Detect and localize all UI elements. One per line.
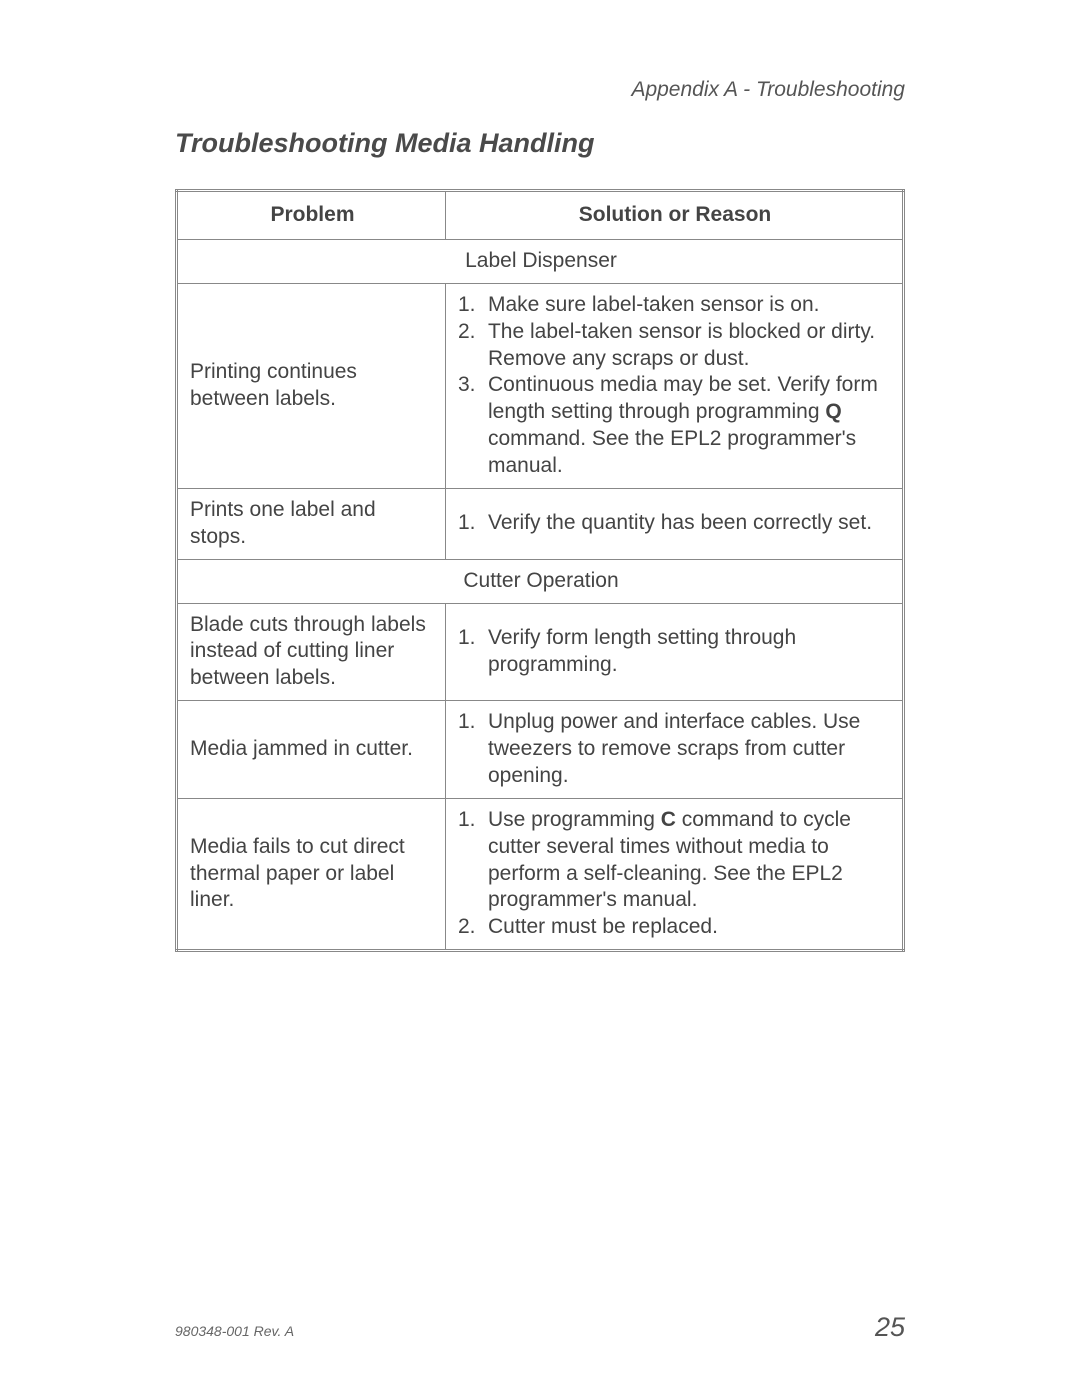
solution-item: Verify form length setting through progr… bbox=[458, 625, 892, 679]
command-c: C bbox=[661, 808, 676, 831]
section-row-cutter-operation: Cutter Operation bbox=[177, 559, 904, 603]
troubleshooting-table: Problem Solution or Reason Label Dispens… bbox=[175, 189, 905, 952]
table-row: Prints one label and stops. Verify the q… bbox=[177, 488, 904, 559]
section-title: Troubleshooting Media Handling bbox=[175, 128, 905, 159]
table-row: Blade cuts through labels instead of cut… bbox=[177, 603, 904, 701]
section-label-dispenser: Label Dispenser bbox=[177, 239, 904, 283]
footer-revision: 980348-001 Rev. A bbox=[175, 1323, 294, 1339]
solution-item: Verify the quantity has been correctly s… bbox=[458, 510, 892, 537]
solution-list: Verify form length setting through progr… bbox=[458, 625, 892, 679]
problem-cell: Blade cuts through labels instead of cut… bbox=[177, 603, 446, 701]
solution-text: Continuous media may be set. Verify form… bbox=[488, 373, 878, 423]
solution-item: Make sure label-taken sensor is on. bbox=[458, 292, 892, 319]
solution-item: Use programming C command to cycle cutte… bbox=[458, 807, 892, 915]
solution-list: Verify the quantity has been correctly s… bbox=[458, 510, 892, 537]
table-row: Media fails to cut direct thermal paper … bbox=[177, 798, 904, 950]
solution-text: command. See the EPL2 programmer's manua… bbox=[488, 427, 856, 477]
solution-cell: Use programming C command to cycle cutte… bbox=[445, 798, 903, 950]
problem-cell: Media fails to cut direct thermal paper … bbox=[177, 798, 446, 950]
solution-cell: Verify form length setting through progr… bbox=[445, 603, 903, 701]
command-q: Q bbox=[825, 400, 841, 423]
page-footer: 980348-001 Rev. A 25 bbox=[175, 1312, 905, 1343]
footer-page-number: 25 bbox=[875, 1312, 905, 1343]
solution-list: Make sure label-taken sensor is on. The … bbox=[458, 292, 892, 480]
solution-cell: Verify the quantity has been correctly s… bbox=[445, 488, 903, 559]
solution-text: Use programming bbox=[488, 808, 661, 831]
solution-item: Cutter must be replaced. bbox=[458, 914, 892, 941]
solution-cell: Make sure label-taken sensor is on. The … bbox=[445, 283, 903, 488]
col-header-problem: Problem bbox=[177, 191, 446, 240]
solution-item: The label-taken sensor is blocked or dir… bbox=[458, 319, 892, 373]
solution-cell: Unplug power and interface cables. Use t… bbox=[445, 701, 903, 799]
solution-list: Use programming C command to cycle cutte… bbox=[458, 807, 892, 941]
appendix-header: Appendix A - Troubleshooting bbox=[175, 78, 905, 102]
solution-list: Unplug power and interface cables. Use t… bbox=[458, 709, 892, 790]
section-cutter-operation: Cutter Operation bbox=[177, 559, 904, 603]
table-header-row: Problem Solution or Reason bbox=[177, 191, 904, 240]
problem-cell: Media jammed in cutter. bbox=[177, 701, 446, 799]
table-row: Printing continues between labels. Make … bbox=[177, 283, 904, 488]
section-row-label-dispenser: Label Dispenser bbox=[177, 239, 904, 283]
page-content: Appendix A - Troubleshooting Troubleshoo… bbox=[175, 78, 905, 952]
solution-item: Unplug power and interface cables. Use t… bbox=[458, 709, 892, 790]
table-row: Media jammed in cutter. Unplug power and… bbox=[177, 701, 904, 799]
problem-cell: Printing continues between labels. bbox=[177, 283, 446, 488]
col-header-solution: Solution or Reason bbox=[445, 191, 903, 240]
problem-cell: Prints one label and stops. bbox=[177, 488, 446, 559]
solution-item: Continuous media may be set. Verify form… bbox=[458, 372, 892, 480]
